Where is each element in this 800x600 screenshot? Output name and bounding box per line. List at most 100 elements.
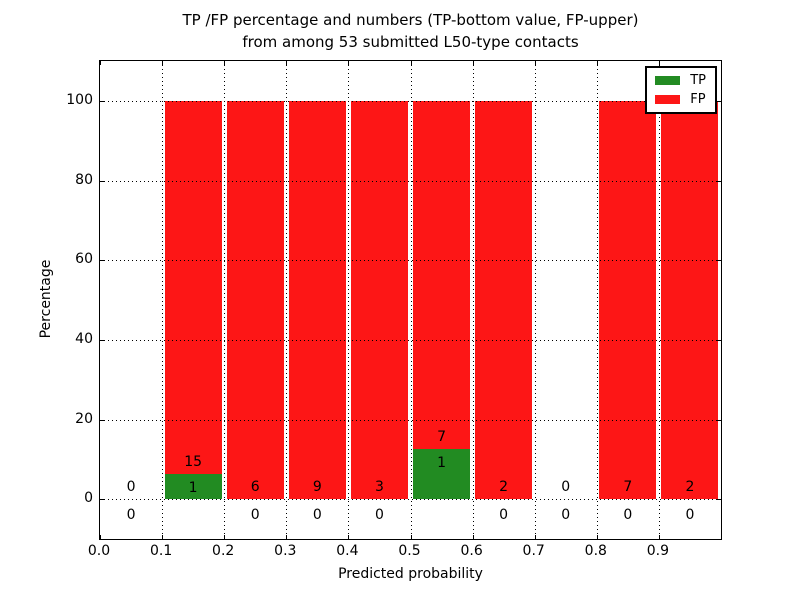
x-gridline <box>534 61 536 539</box>
y-tick-mark <box>100 419 104 421</box>
bar-tp-segment <box>413 449 471 500</box>
bar-fp-segment <box>661 100 719 500</box>
y-tick-label: 20 <box>75 410 93 427</box>
x-tick-label: 0.2 <box>212 543 235 559</box>
bar-fp-segment <box>164 100 222 475</box>
legend-swatch-fp <box>655 95 681 104</box>
legend-row: FP <box>655 93 706 106</box>
x-tick-mark <box>286 535 288 539</box>
x-gridline <box>472 61 474 539</box>
fp-count-label: 15 <box>184 454 203 471</box>
y-tick-mark-right <box>717 339 721 341</box>
bar-fp-segment <box>226 100 284 500</box>
y-tick-mark-right <box>717 180 721 182</box>
x-axis-label: Predicted probability <box>338 566 483 582</box>
x-tick-mark-top <box>100 61 101 65</box>
tp-count-label: 1 <box>437 455 447 472</box>
x-tick-mark-top <box>348 61 350 65</box>
y-tick-mark <box>100 339 104 341</box>
x-tick-mark <box>100 535 101 539</box>
x-tick-mark <box>658 535 660 539</box>
x-tick-mark <box>348 535 350 539</box>
fp-count-label: 0 <box>126 479 136 496</box>
x-tick-mark <box>162 535 164 539</box>
x-tick-label: 0.3 <box>274 543 297 559</box>
y-tick-mark <box>100 180 104 182</box>
fp-count-label: 7 <box>437 429 447 446</box>
x-tick-mark-top <box>658 61 660 65</box>
bar-fp-segment <box>413 100 471 450</box>
x-tick-mark <box>224 535 226 539</box>
y-tick-mark <box>100 100 104 102</box>
legend-swatch-tp <box>655 76 681 85</box>
legend-label-tp: TP <box>690 73 706 88</box>
bar-tp-segment <box>164 474 222 500</box>
x-tick-label: 0.6 <box>460 543 483 559</box>
chart-legend: TP FP <box>645 66 717 114</box>
x-tick-label: 0.5 <box>398 543 421 559</box>
fp-count-label: 3 <box>374 479 384 496</box>
chart-title: TP /FP percentage and numbers (TP-bottom… <box>99 9 722 53</box>
plot-area: TP FP 0 0 15 1 6 0 9 0 3 0 7 1 2 0 0 0 7 0 2 0 <box>99 60 722 540</box>
bar-fp-segment <box>350 100 408 500</box>
tp-count-label: 0 <box>126 507 136 524</box>
fp-count-label: 9 <box>312 479 322 496</box>
x-gridline <box>224 61 226 539</box>
tp-count-label: 0 <box>374 507 384 524</box>
y-tick-label: 80 <box>75 171 93 188</box>
x-tick-label: 0.9 <box>646 543 670 559</box>
fp-count-label: 6 <box>250 479 260 496</box>
x-gridline <box>286 61 288 539</box>
x-tick-label: 0.4 <box>336 543 359 559</box>
x-tick-mark-top <box>534 61 536 65</box>
x-tick-mark-top <box>162 61 164 65</box>
x-tick-mark <box>596 535 598 539</box>
x-tick-mark-top <box>224 61 226 65</box>
x-gridline <box>162 61 164 539</box>
bar-fp-segment <box>475 100 533 500</box>
y-tick-label: 100 <box>66 91 93 108</box>
y-tick-mark <box>100 499 104 501</box>
x-tick-label: 0.8 <box>584 543 607 559</box>
x-gridline <box>410 61 412 539</box>
tp-count-label: 0 <box>312 507 322 524</box>
y-tick-mark-right <box>717 260 721 262</box>
x-tick-mark <box>472 535 474 539</box>
x-tick-mark <box>534 535 536 539</box>
x-tick-mark-top <box>286 61 288 65</box>
x-tick-mark-top <box>596 61 598 65</box>
fp-count-label: 7 <box>623 479 633 496</box>
y-axis-label: Percentage <box>38 259 54 339</box>
x-gridline <box>596 61 598 539</box>
fp-count-label: 0 <box>561 479 571 496</box>
tp-count-label: 0 <box>561 507 571 524</box>
y-tick-mark-right <box>717 100 721 102</box>
tp-count-label: 0 <box>499 507 509 524</box>
x-tick-label: 0.7 <box>522 543 545 559</box>
bar-fp-segment <box>599 100 657 500</box>
x-tick-mark <box>410 535 412 539</box>
tp-count-label: 0 <box>623 507 633 524</box>
y-tick-label: 60 <box>75 251 93 268</box>
chart-title-line2: from among 53 submitted L50-type contact… <box>242 33 579 51</box>
tp-count-label: 0 <box>685 507 695 524</box>
x-gridline <box>348 61 350 539</box>
y-tick-label: 40 <box>75 330 93 347</box>
fp-count-label: 2 <box>499 479 509 496</box>
y-tick-mark <box>100 260 104 262</box>
x-tick-label: 0.0 <box>87 543 111 559</box>
y-tick-mark-right <box>717 419 721 421</box>
y-tick-label: 0 <box>84 490 93 507</box>
legend-label-fp: FP <box>690 92 706 107</box>
chart-title-line1: TP /FP percentage and numbers (TP-bottom… <box>182 11 639 29</box>
tp-count-label: 0 <box>250 507 260 524</box>
x-tick-mark-top <box>410 61 412 65</box>
x-tick-mark-top <box>472 61 474 65</box>
y-tick-mark-right <box>717 499 721 501</box>
bar-fp-segment <box>288 100 346 500</box>
legend-row: TP <box>655 74 706 87</box>
x-gridline <box>658 61 660 539</box>
tp-count-label: 1 <box>188 480 198 497</box>
fp-count-label: 2 <box>685 479 695 496</box>
